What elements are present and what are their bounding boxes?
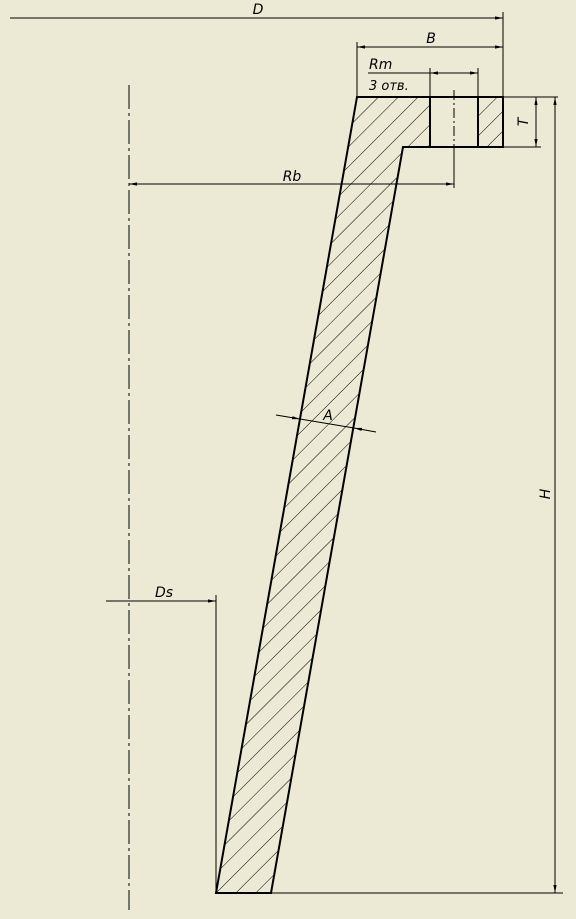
dimension-d: D (10, 2, 504, 97)
mounting-hole (430, 90, 478, 150)
dimension-h: H (271, 97, 563, 894)
flange-outer-segment (477, 96, 504, 148)
dimension-rm: Rm 3 отв. (368, 57, 479, 97)
dimension-label-d: D (253, 2, 264, 18)
hole-count-label: 3 отв. (369, 79, 409, 94)
dimension-label-b: B (426, 31, 436, 47)
dimension-t: T (503, 96, 558, 148)
dimension-a: A (275, 408, 377, 433)
dimension-label-t: T (516, 116, 532, 126)
dimension-label-h: H (538, 488, 554, 499)
dimension-label-ds: Ds (155, 585, 173, 601)
section-body (214, 96, 431, 894)
dimension-label-a: A (322, 408, 333, 424)
dimension-b: B (356, 31, 503, 97)
dimension-label-rb: Rb (283, 169, 302, 185)
dimension-rb: Rb (129, 147, 455, 188)
dimension-label-rm: Rm (369, 57, 392, 73)
dimension-ds: Ds (106, 585, 217, 893)
